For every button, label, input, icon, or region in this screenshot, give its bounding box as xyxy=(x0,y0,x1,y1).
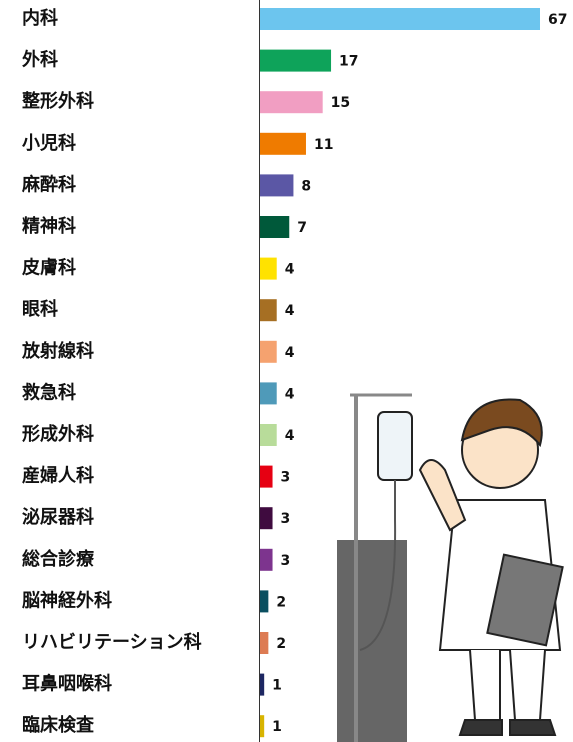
value-label: 3 xyxy=(281,470,291,486)
category-label: 精神科 xyxy=(22,215,76,237)
category-label: 臨床検査 xyxy=(22,714,94,736)
bar xyxy=(260,673,265,696)
value-label: 4 xyxy=(285,262,295,278)
category-label: 耳鼻咽喉科 xyxy=(22,673,112,695)
category-label: 形成外科 xyxy=(22,423,94,445)
bar xyxy=(260,548,273,571)
bar xyxy=(260,49,332,72)
value-label: 2 xyxy=(276,594,286,610)
bar xyxy=(260,132,306,155)
value-label: 4 xyxy=(285,428,295,444)
value-label: 11 xyxy=(314,137,333,153)
category-label: 総合診療 xyxy=(22,548,95,570)
bar xyxy=(260,590,269,613)
bar xyxy=(260,465,273,488)
bar xyxy=(260,340,277,363)
value-label: 17 xyxy=(339,54,358,70)
bar xyxy=(260,257,277,280)
value-label: 4 xyxy=(285,386,295,402)
category-label: 皮膚科 xyxy=(22,257,76,279)
category-label: 内科 xyxy=(22,7,58,29)
value-label: 3 xyxy=(281,553,291,569)
value-label: 4 xyxy=(285,303,295,319)
category-label: 麻酔科 xyxy=(21,173,76,195)
illustration xyxy=(337,393,564,742)
value-label: 4 xyxy=(285,345,295,361)
category-label: リハビリテーション科 xyxy=(22,631,202,653)
bar xyxy=(260,715,265,738)
category-label: 外科 xyxy=(22,49,58,71)
value-label: 67 xyxy=(548,12,567,28)
bar xyxy=(260,91,323,114)
category-label: 整形外科 xyxy=(21,90,94,112)
bar xyxy=(260,382,277,405)
bar xyxy=(260,299,277,322)
category-label: 眼科 xyxy=(22,298,58,320)
value-label: 7 xyxy=(297,220,307,236)
bar xyxy=(260,216,290,238)
bar xyxy=(260,507,273,530)
bar xyxy=(260,8,540,30)
category-label: 小児科 xyxy=(22,132,76,154)
value-label: 2 xyxy=(276,636,286,652)
value-label: 1 xyxy=(272,678,282,694)
bar xyxy=(260,424,277,446)
value-label: 15 xyxy=(331,95,350,111)
bar xyxy=(260,174,294,197)
value-label: 8 xyxy=(301,178,311,194)
bar xyxy=(260,632,269,654)
value-label: 3 xyxy=(281,511,291,527)
category-label: 放射線科 xyxy=(21,340,94,362)
category-label: 脳神経外科 xyxy=(22,589,112,611)
category-label: 産婦人科 xyxy=(22,465,94,487)
value-label: 1 xyxy=(272,719,282,735)
category-label: 救急科 xyxy=(22,381,76,403)
category-label: 泌尿器科 xyxy=(22,506,94,528)
